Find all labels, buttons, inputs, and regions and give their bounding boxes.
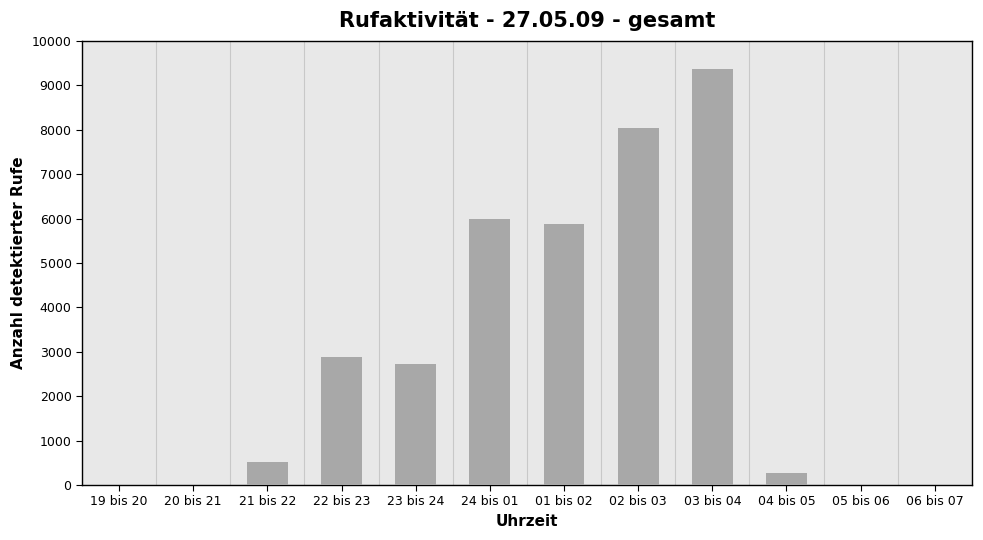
Bar <box>766 473 807 485</box>
Bar <box>617 127 659 485</box>
Bar <box>321 357 362 485</box>
X-axis label: Uhrzeit: Uhrzeit <box>495 514 558 529</box>
Bar <box>544 224 585 485</box>
Bar <box>470 219 510 485</box>
Y-axis label: Anzahl detektierter Rufe: Anzahl detektierter Rufe <box>11 157 27 369</box>
Bar <box>692 69 732 485</box>
Bar <box>247 462 288 485</box>
Title: Rufaktivität - 27.05.09 - gesamt: Rufaktivität - 27.05.09 - gesamt <box>339 11 715 31</box>
Bar <box>395 364 436 485</box>
